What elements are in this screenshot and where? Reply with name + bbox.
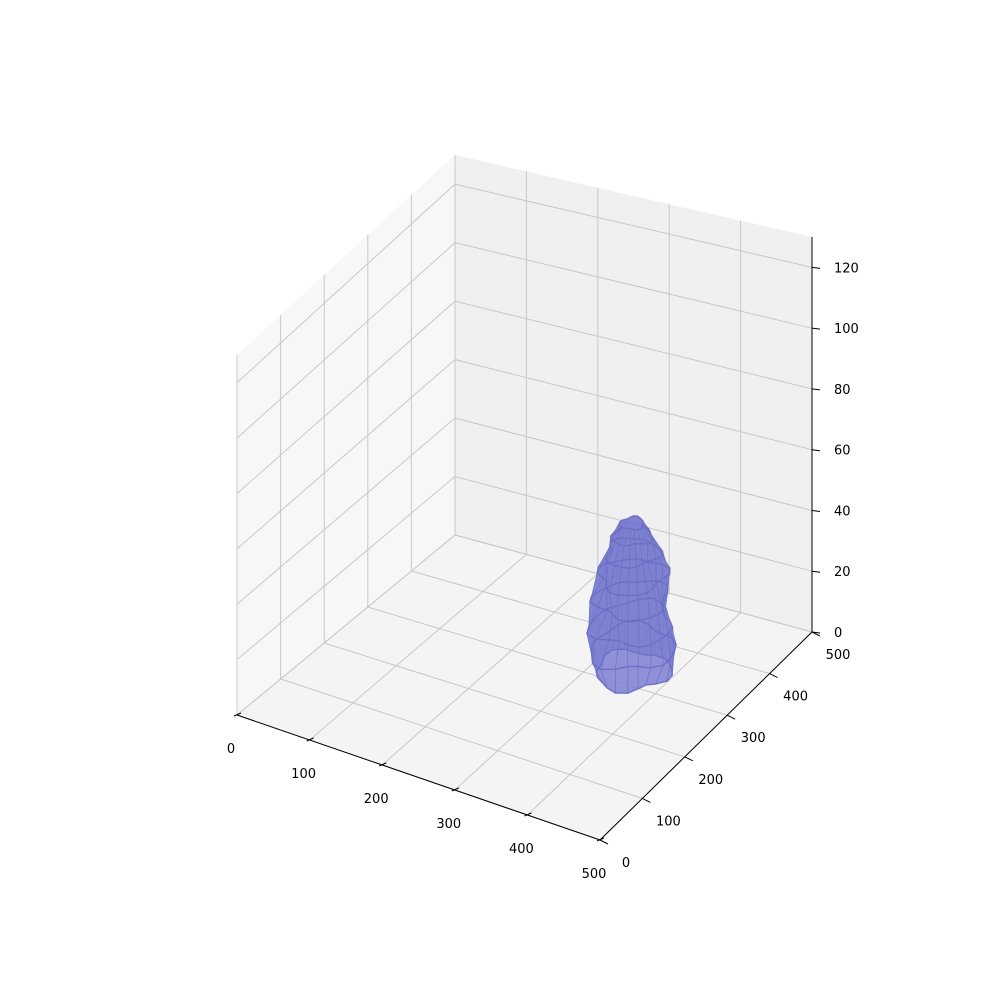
surface-facet <box>638 592 650 622</box>
x-tick <box>524 812 532 817</box>
left-pane <box>237 155 455 715</box>
wall-grid-z <box>236 242 813 439</box>
surface-facet <box>627 620 640 648</box>
surface-contour <box>588 580 669 623</box>
wall-grid-z <box>236 475 813 660</box>
floor-grid-y <box>324 642 685 758</box>
z-tick-label: 0 <box>834 626 842 641</box>
surface-contour <box>605 537 664 569</box>
z-tick-label: 20 <box>834 565 851 580</box>
wall-grid-z <box>236 534 813 716</box>
surface-facet <box>614 666 629 694</box>
floor-grid-y <box>367 606 728 716</box>
surface-facet <box>627 644 640 667</box>
x-tick-label: 300 <box>436 817 461 832</box>
x-tick-label: 0 <box>227 742 235 757</box>
floor-grid-x <box>381 573 599 766</box>
x-tick-label: 500 <box>582 867 607 882</box>
surface-facet <box>637 644 652 669</box>
y-tick-label: 200 <box>698 773 723 788</box>
surface-plot <box>586 515 677 694</box>
x-tick <box>233 712 242 717</box>
wall-grid-z <box>236 183 813 384</box>
z-tick <box>811 266 821 269</box>
z-tick <box>811 449 821 452</box>
back-pane <box>455 155 812 632</box>
y-tick <box>726 714 736 720</box>
surface-contour <box>619 515 645 531</box>
y-tick <box>599 839 609 845</box>
z-tick-label: 80 <box>834 383 851 398</box>
x-tick <box>379 762 387 767</box>
y-tick <box>684 756 694 762</box>
z-tick-label: 60 <box>834 444 851 459</box>
x-tick-label: 200 <box>364 792 389 807</box>
z-tick-label: 40 <box>834 504 851 519</box>
tick-labels: 0 100 200 300 400 500 0 100 200 300 400 500 0 20 40 60 8… <box>227 261 859 882</box>
axis-lines <box>236 237 813 841</box>
z-tick-label: 100 <box>834 322 859 337</box>
y-tick-label: 0 <box>622 856 630 871</box>
z-tick <box>811 327 821 330</box>
z-tick <box>811 570 821 573</box>
floor-grid-y <box>280 678 643 799</box>
surface-contour <box>586 597 674 649</box>
z-tick <box>811 509 821 512</box>
z-tick <box>811 388 821 391</box>
x-tick-label: 400 <box>509 842 534 857</box>
y-tick-label: 400 <box>783 690 808 705</box>
z-tick <box>811 631 821 634</box>
x-tick <box>451 787 459 792</box>
y-tick-label: 100 <box>656 814 681 829</box>
y-tick-label: 500 <box>826 648 851 663</box>
z-tick-label: 120 <box>834 261 859 276</box>
x-axis-line <box>236 714 601 841</box>
wall-grid-z <box>236 300 813 494</box>
y-tick <box>642 797 651 803</box>
surface-contour <box>595 648 674 694</box>
y-axis-line <box>599 631 813 841</box>
floor-grid-x <box>527 612 741 816</box>
surface-contour <box>596 558 671 597</box>
floor-grid-x <box>309 554 527 741</box>
wall-grid-z <box>236 417 813 605</box>
axis-panes <box>237 155 812 840</box>
y-tick <box>769 673 778 679</box>
x-tick <box>306 737 314 742</box>
y-tick-label: 300 <box>741 731 766 746</box>
wall-grid-z <box>236 359 813 550</box>
x-tick <box>596 837 605 842</box>
x-tick-label: 100 <box>291 767 316 782</box>
surface-contour <box>609 521 654 547</box>
surface-facet <box>617 594 629 623</box>
tick-marks <box>233 266 821 845</box>
